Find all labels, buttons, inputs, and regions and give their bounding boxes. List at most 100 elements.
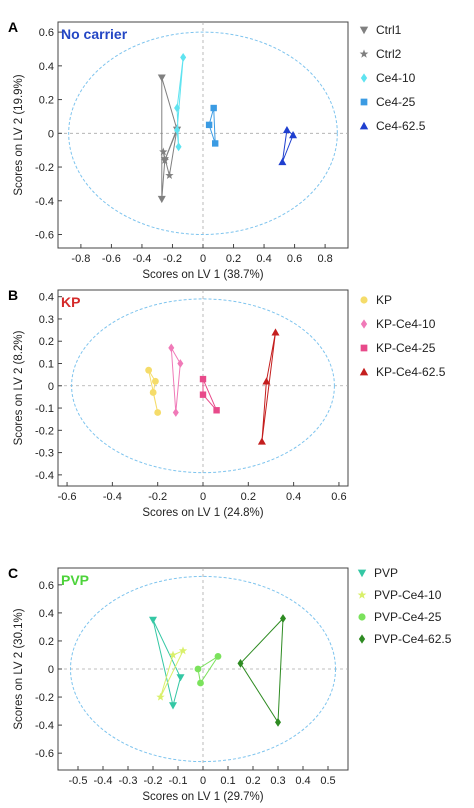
x-tick-label: 0.8 [317,253,332,265]
data-point [214,652,222,660]
legend-marker [360,296,368,304]
legend-entry: KP-Ce4-10 [360,317,436,331]
series-pvp-ce4-25 [194,652,222,687]
x-axis-label: Scores on LV 1 (24.8%) [142,507,263,519]
x-tick-label: 0.6 [287,253,302,265]
legend-marker [360,344,368,352]
x-axis-label: Scores on LV 1 (29.7%) [142,791,263,803]
series-kp-ce4-25 [199,375,220,414]
x-tick-label: 0.2 [226,253,241,265]
series-kp-ce4-10 [168,343,184,417]
data-point [205,121,213,129]
data-point [159,147,168,156]
x-tick-label: 0.2 [245,775,260,787]
legend-marker [359,367,369,376]
legend-entry: Ctrl2 [359,47,402,61]
y-tick-label: -0.2 [35,162,54,174]
series-pvp-ce4-10 [156,646,188,701]
data-point [174,103,181,113]
y-tick-label: -0.4 [35,470,54,482]
y-tick-label: 0.2 [39,336,54,348]
data-point [175,142,182,152]
data-point [213,407,220,414]
x-tick-label: 0.2 [241,491,256,503]
x-tick-label: -0.2 [144,775,163,787]
legend-label: KP [376,293,392,307]
legend-entry: PVP [357,566,398,580]
data-point [178,646,188,655]
data-point [280,614,286,623]
legend-entry: KP [360,293,392,307]
data-point [160,155,170,164]
x-tick-label: 0.4 [295,775,310,787]
y-tick-label: 0 [48,128,54,140]
y-tick-label: -0.1 [35,403,54,415]
series-ce4-10 [174,53,187,152]
y-tick-label: 0.4 [39,608,54,620]
data-point [168,650,178,659]
series-outline [161,77,178,200]
series-outline [202,378,218,411]
series-outline [152,619,182,706]
x-tick-label: 0 [200,491,206,503]
data-point [275,717,281,727]
legend-marker [357,569,367,578]
x-tick-label: -0.6 [102,253,121,265]
data-point [174,125,181,135]
y-axis-label: Scores on LV 2 (8.2%) [13,330,25,445]
data-point [197,679,204,687]
series-outline [170,347,181,413]
y-tick-label: 0.2 [39,95,54,107]
data-point [157,195,166,204]
y-axis-label: Scores on LV 2 (19.9%) [13,74,25,195]
x-tick-label: -0.4 [94,775,113,787]
y-tick-label: -0.6 [35,748,54,760]
y-tick-label: 0.3 [39,314,54,326]
series-pvp [149,616,185,710]
confidence-ellipse [68,31,338,236]
legend-entry: Ce4-25 [360,95,416,109]
x-tick-label: -0.2 [148,491,167,503]
panel-letter: B [8,287,18,303]
series-outline [160,649,185,698]
y-tick-label: 0.1 [39,359,54,371]
legend-entry: PVP-Ce4-25 [358,610,442,624]
legend-label: Ce4-10 [376,71,416,85]
legend-label: Ctrl1 [376,23,402,37]
data-point [169,702,177,710]
carrier-label: KP [61,294,80,310]
legend-marker [360,319,368,329]
legend-entry: KP-Ce4-25 [360,341,436,355]
data-point [149,616,157,624]
legend-entry: PVP-Ce4-62.5 [358,632,452,646]
data-point [154,409,162,416]
x-tick-label: 0 [200,253,206,265]
legend-marker [359,121,369,130]
series-outline [197,655,219,685]
legend-label: Ctrl2 [376,47,402,61]
legend-entry: KP-Ce4-62.5 [359,365,446,379]
y-tick-label: -0.4 [35,196,54,208]
x-tick-label: -0.5 [69,775,88,787]
legend-label: KP-Ce4-62.5 [376,365,446,379]
data-point [152,377,159,385]
legend-marker [360,73,368,83]
y-tick-label: -0.4 [35,720,54,732]
x-tick-label: -0.4 [103,491,122,503]
x-tick-label: -0.1 [169,775,188,787]
data-point [194,665,202,673]
legend-label: PVP-Ce4-25 [374,610,442,624]
data-point [282,125,291,134]
series-ce4-25 [205,104,219,147]
series-pvp-ce4-62-5 [237,614,286,727]
y-tick-label: -0.3 [35,448,54,460]
panel-letter: A [8,19,18,35]
x-tick-label: 0.3 [270,775,285,787]
data-point [176,674,185,682]
legend-entry: Ce4-10 [360,71,416,85]
series-outline [261,332,276,442]
legend-label: KP-Ce4-10 [376,317,436,331]
data-point [172,408,179,417]
legend-marker [360,98,368,106]
